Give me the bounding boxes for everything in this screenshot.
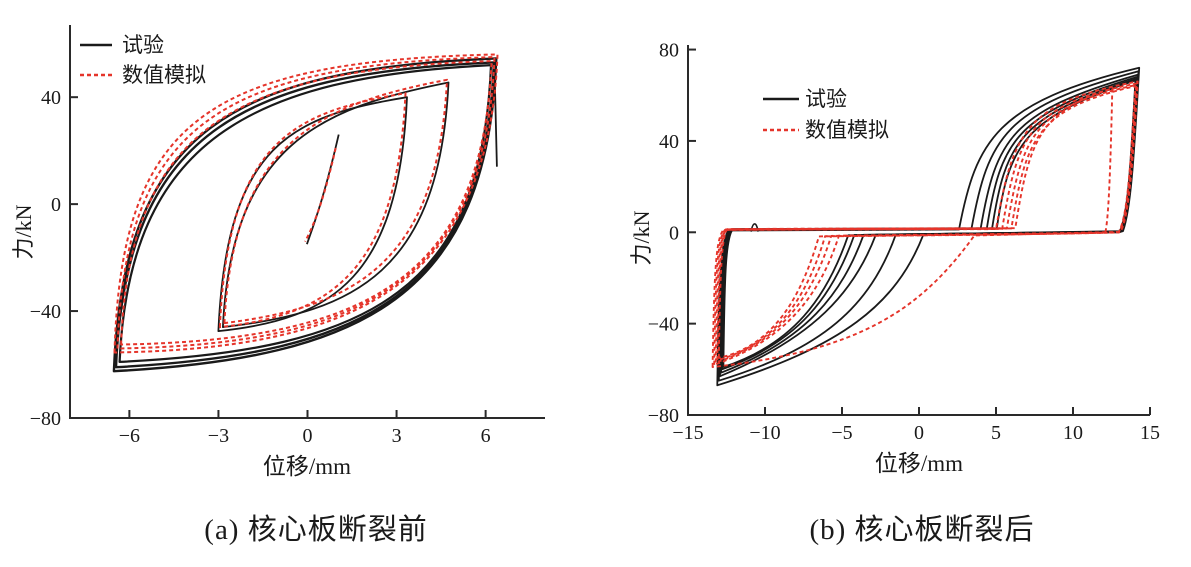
simulation-curve-a bbox=[223, 78, 448, 325]
test-curve-a bbox=[493, 70, 498, 167]
caption-a: (a) 核心板断裂前 bbox=[204, 514, 428, 546]
legend-label-simulation-b: 数值模拟 bbox=[805, 118, 889, 142]
caption-b: (b) 核心板断裂后 bbox=[809, 514, 1035, 546]
test-curve-a bbox=[222, 81, 450, 328]
test-curve-a bbox=[306, 134, 340, 245]
y-tick-label-a: −80 bbox=[30, 408, 61, 430]
y-tick-label-b: 40 bbox=[659, 131, 679, 153]
x-tick-label-a: −3 bbox=[208, 425, 229, 447]
x-axis-label-b: 位移/mm bbox=[874, 451, 964, 476]
simulation-curve-b bbox=[716, 85, 1137, 362]
x-tick-label-a: 0 bbox=[303, 425, 313, 447]
x-tick-label-b: −5 bbox=[831, 422, 852, 444]
simulation-curve-b bbox=[717, 87, 1114, 359]
simulation-curve-b bbox=[711, 80, 1139, 368]
test-curve-b bbox=[720, 76, 1138, 374]
x-tick-label-a: 6 bbox=[481, 425, 491, 447]
y-axis-label-b: 力/kN bbox=[629, 210, 654, 266]
y-tick-label-b: 80 bbox=[659, 40, 679, 62]
x-tick-label-b: −10 bbox=[749, 422, 780, 444]
simulation-curve-a bbox=[218, 92, 407, 329]
test-curve-a bbox=[118, 63, 493, 363]
test-curve-a bbox=[112, 57, 498, 373]
test-curve-b bbox=[717, 70, 1140, 382]
x-tick-label-a: 3 bbox=[392, 425, 402, 447]
simulation-curve-a bbox=[116, 56, 496, 350]
legend-label-simulation-a: 数值模拟 bbox=[122, 63, 206, 87]
test-curve-a bbox=[114, 61, 496, 369]
x-tick-label-b: 0 bbox=[914, 422, 924, 444]
simulation-curve-a bbox=[304, 147, 337, 243]
legend-label-test-a: 试验 bbox=[122, 33, 164, 57]
x-tick-label-b: −15 bbox=[672, 422, 703, 444]
x-axis-label-a: 位移/mm bbox=[262, 454, 352, 479]
simulation-curve-a bbox=[120, 60, 493, 346]
y-axis-label-a: 力/kN bbox=[11, 204, 36, 260]
y-tick-label-b: −80 bbox=[648, 405, 679, 427]
y-tick-label-a: −40 bbox=[30, 301, 61, 323]
test-curve-b bbox=[719, 73, 1139, 378]
x-tick-label-b: 5 bbox=[991, 422, 1001, 444]
y-tick-label-a: 0 bbox=[51, 194, 61, 216]
x-tick-label-b: 10 bbox=[1063, 422, 1083, 444]
y-tick-label-b: 0 bbox=[669, 222, 679, 244]
x-tick-label-a: −6 bbox=[119, 425, 140, 447]
y-tick-label-a: 40 bbox=[41, 87, 61, 109]
x-tick-label-b: 15 bbox=[1140, 422, 1160, 444]
legend-label-test-b: 试验 bbox=[805, 87, 847, 111]
y-tick-label-b: −40 bbox=[648, 314, 679, 336]
simulation-curve-a bbox=[113, 53, 499, 354]
